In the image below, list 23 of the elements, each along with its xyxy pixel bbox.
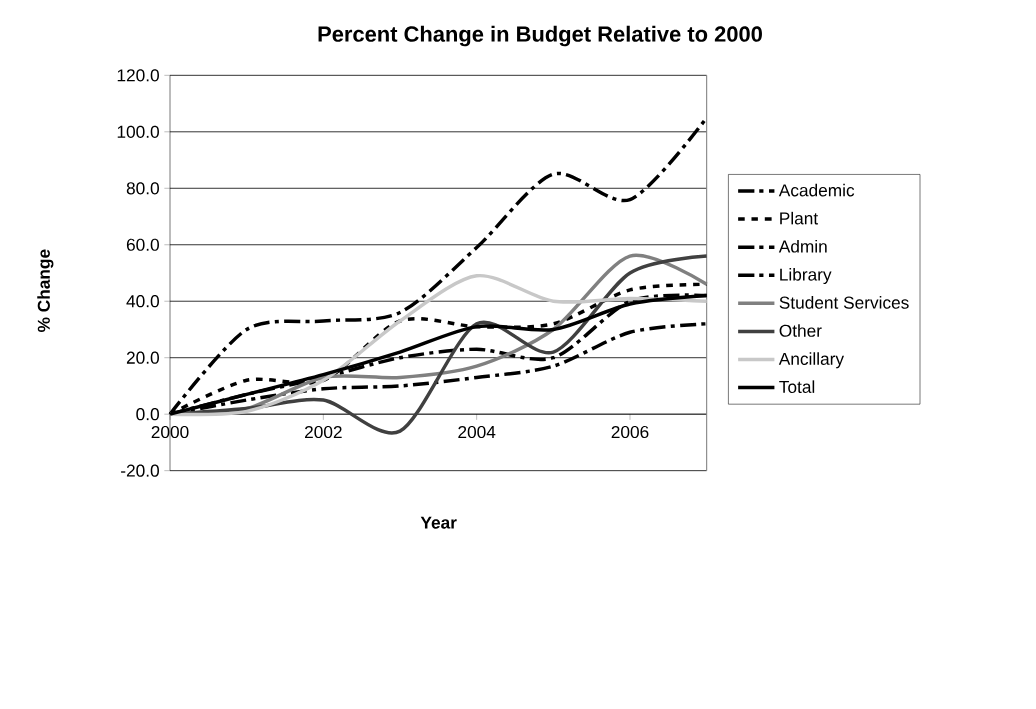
x-tick-label: 2006 <box>611 425 649 438</box>
y-tick-label: 0.0 <box>136 407 159 421</box>
y-tick-label: -20.0 <box>121 464 159 477</box>
y-tick-label: 120.0 <box>117 69 159 82</box>
chart-title: Percent Change in Budget Relative to 2000 <box>318 25 762 47</box>
x-tick-label: 2000 <box>151 425 189 438</box>
x-axis-title: Year <box>420 516 457 529</box>
y-tick-label: 60.0 <box>126 238 159 251</box>
legend-label: Admin <box>778 239 827 253</box>
y-tick-label: 100.0 <box>117 125 159 138</box>
legend-label: Other <box>779 324 822 337</box>
legend-label: Total <box>779 380 815 393</box>
x-tick-label: 2004 <box>458 425 496 438</box>
legend-label: Library <box>780 267 832 284</box>
legend-label: Student Services <box>779 295 909 309</box>
y-tick-label: 40.0 <box>126 294 159 308</box>
y-axis-title: % Change <box>37 249 54 332</box>
legend-label: Plant <box>780 211 819 225</box>
y-tick-label: 20.0 <box>126 351 159 364</box>
legend-label: Academic <box>778 183 855 197</box>
y-tick-label: 80.0 <box>126 182 159 195</box>
legend-label: Ancillary <box>778 352 845 369</box>
x-tick-label: 2002 <box>305 425 342 438</box>
